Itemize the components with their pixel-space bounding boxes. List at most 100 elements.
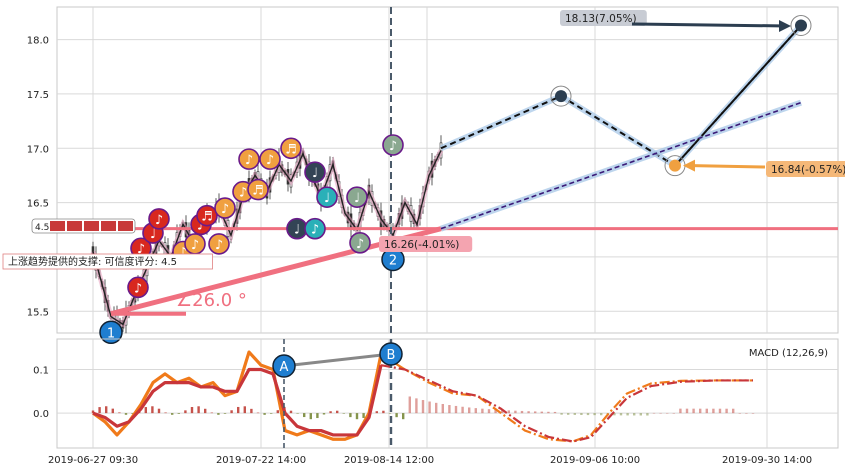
support-label: 上涨趋势提供的支撑: 可信度评分: 4.5 — [8, 255, 177, 268]
projection-band — [439, 23, 804, 170]
music-note-icon: ♬ — [201, 210, 213, 225]
pivot-marker-label: 1 — [107, 326, 115, 341]
music-note-icon: ♪ — [179, 246, 187, 261]
trend-projection-band — [440, 99, 802, 232]
macd-histogram-bar — [600, 413, 603, 416]
music-note-badge — [214, 197, 236, 219]
macd-series-line — [92, 350, 383, 441]
macd-histogram-bar — [520, 410, 524, 414]
macd-histogram-bar — [336, 410, 339, 414]
macd-histogram-bar — [454, 405, 458, 414]
macd-histogram-bar — [223, 413, 227, 414]
music-note-icon: ♪ — [197, 218, 205, 233]
target-label-low-bg — [379, 236, 473, 252]
music-note-badge — [259, 148, 281, 170]
macd-histogram-bar — [375, 411, 378, 414]
macd-marker — [272, 354, 296, 378]
macd-y-tick-label: 0.0 — [33, 409, 49, 420]
macd-histogram-bar — [98, 407, 101, 414]
macd-histogram-bar — [474, 408, 477, 414]
macd-histogram-bar — [501, 410, 504, 414]
macd-histogram-bar — [388, 413, 392, 414]
macd-marker — [379, 342, 403, 366]
music-note-icon: ♪ — [221, 202, 229, 217]
macd-panel: 2019-06-27 09:30 2019-07-22 14:00 2019-08-… — [33, 338, 839, 466]
target-arrowhead-mid — [683, 159, 695, 172]
macd-histogram-bar — [289, 410, 293, 414]
macd-marker-label: A — [280, 360, 289, 375]
macd-histogram-bar — [633, 413, 636, 416]
rating-star-icon — [101, 221, 116, 231]
macd-histogram-bar — [105, 406, 108, 414]
macd-histogram-bar — [652, 412, 656, 414]
price-frame — [56, 6, 839, 334]
macd-histogram-bar — [547, 411, 550, 414]
music-note-icon: ♪ — [134, 281, 142, 296]
angle-label: ∠26.0 ° — [176, 290, 247, 311]
music-note-badge — [280, 137, 302, 160]
music-note-badge — [316, 186, 338, 208]
macd-histogram-bar — [395, 413, 398, 418]
pivot-marker-label: 2 — [389, 254, 397, 269]
macd-histogram-bar — [415, 398, 418, 414]
macd-histogram-bar — [144, 407, 147, 414]
target-arrow-mid — [692, 164, 766, 169]
macd-series-line — [92, 364, 383, 437]
x-tick-label: 2019-09-30 14:00 — [722, 455, 812, 466]
music-note-icon: ♪ — [239, 186, 247, 201]
macd-histogram-bar — [679, 408, 682, 414]
macd-histogram-bar — [230, 410, 233, 414]
macd-histogram-bar — [514, 410, 517, 414]
macd-histogram-bar — [712, 408, 715, 414]
macd-histogram-bar — [402, 413, 405, 420]
macd-histogram-bar — [355, 413, 359, 420]
music-note-icon: ♪ — [215, 238, 223, 253]
target-label-low: 16.26(-4.01%) — [384, 239, 459, 251]
macd-histogram-bar — [250, 408, 253, 414]
rating-star-icon — [50, 221, 65, 231]
music-note-badge — [382, 134, 404, 156]
music-note-icon: ♩ — [294, 223, 300, 238]
y-tick-label: 17.0 — [27, 144, 49, 155]
macd-histogram-bar — [329, 411, 332, 414]
music-note-icon: ♩ — [324, 191, 330, 206]
macd-histogram-bar — [461, 406, 464, 414]
support-label-bg — [2, 253, 213, 270]
music-note-icon: ♩ — [354, 191, 360, 206]
macd-histogram-bar — [204, 408, 207, 414]
x-tick-label: 2019-07-22 14:00 — [216, 455, 306, 466]
macd-y-tick-label: 0.1 — [33, 366, 49, 377]
overlay-layer: 18.13(7.05%) 16.84(-0.57%) 16.26(-4.01%) 上涨… — [2, 10, 845, 270]
y-tick-label: 18.0 — [27, 36, 49, 47]
macd-histogram-bar — [157, 408, 161, 414]
macd-histogram-bar — [184, 410, 187, 414]
macd-histogram-bar — [316, 413, 319, 419]
pivot-marker — [99, 320, 123, 345]
macd-histogram-bar — [619, 413, 623, 416]
macd-histogram-bar — [124, 413, 128, 415]
macd-histogram-bar — [699, 408, 702, 414]
target-arrowhead-high — [779, 20, 791, 32]
macd-histogram-bar — [481, 408, 484, 414]
projection-node — [555, 90, 567, 103]
macd-histogram-bar — [639, 413, 642, 416]
macd-histogram-bar — [362, 413, 365, 418]
macd-histogram-bar — [705, 408, 708, 414]
x-tick-label: 2019-08-14 12:00 — [344, 455, 434, 466]
macd-histogram-bar — [217, 413, 220, 415]
macd-histogram-bar — [560, 413, 563, 415]
y-tick-label: 17.5 — [27, 90, 49, 101]
music-note-badge — [304, 161, 326, 183]
macd-marker-label: B — [387, 348, 396, 363]
macd-histogram-bar — [448, 405, 451, 414]
macd-histogram-bar — [468, 407, 471, 414]
target-label-high: 18.13(7.05%) — [565, 13, 637, 25]
target-label-mid-bg — [766, 161, 845, 177]
macd-histogram-bar — [118, 412, 121, 414]
music-note-icon: ♪ — [155, 213, 163, 228]
projection-node — [669, 159, 681, 172]
projection-node-ring — [790, 14, 812, 36]
macd-histogram-bar — [738, 413, 741, 414]
macd-histogram-bar — [725, 408, 728, 414]
